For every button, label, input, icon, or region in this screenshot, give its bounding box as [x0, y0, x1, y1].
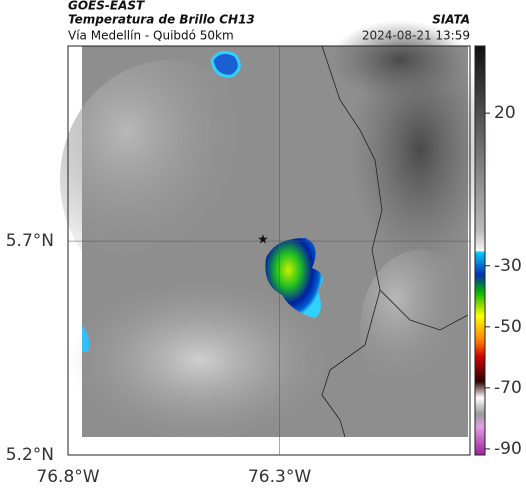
colorbar-tick-label: -30	[494, 256, 522, 276]
colorbar	[474, 45, 486, 456]
colorbar-tick-label: -50	[494, 317, 522, 337]
colorbar-tick-label: 20	[494, 103, 516, 123]
source: GOES-EAST	[68, 0, 145, 13]
colorbar-tick-label: -70	[494, 378, 522, 398]
satellite-image	[60, 20, 490, 455]
star-marker: ★	[257, 233, 269, 248]
subtitle: Vía Medellín - Quibdó 50km	[68, 29, 234, 43]
lon-tick-label: 76.8°W	[36, 467, 99, 487]
title: Temperatura de Brillo CH13	[68, 13, 255, 27]
brand: SIATA	[432, 13, 470, 27]
lat-tick-label: 5.7°N	[6, 231, 54, 251]
colorbar-tick-label: -90	[494, 439, 522, 459]
map-frame	[67, 45, 471, 456]
lon-tick-label: 76.3°W	[248, 467, 311, 487]
lat-tick-label: 5.2°N	[6, 445, 54, 465]
